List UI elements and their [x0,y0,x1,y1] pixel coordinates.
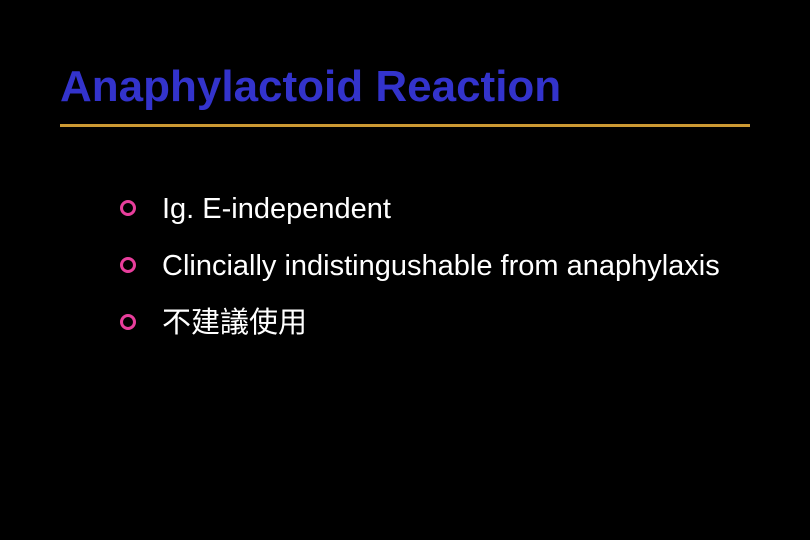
title-region: Anaphylactoid Reaction [60,62,750,127]
list-item: 不建議使用 [120,304,740,343]
list-item: Clincially indistingushable from anaphyl… [120,247,740,286]
bullet-text: Ig. E-independent [162,190,740,229]
slide: Anaphylactoid Reaction Ig. E-independent… [0,0,810,540]
slide-title: Anaphylactoid Reaction [60,62,750,122]
bullet-text: Clincially indistingushable from anaphyl… [162,247,740,286]
bullet-icon [120,314,136,330]
bullet-list: Ig. E-independent Clincially indistingus… [120,190,740,361]
bullet-icon [120,257,136,273]
title-underline [60,124,750,127]
list-item: Ig. E-independent [120,190,740,229]
bullet-icon [120,200,136,216]
bullet-text: 不建議使用 [162,304,740,343]
